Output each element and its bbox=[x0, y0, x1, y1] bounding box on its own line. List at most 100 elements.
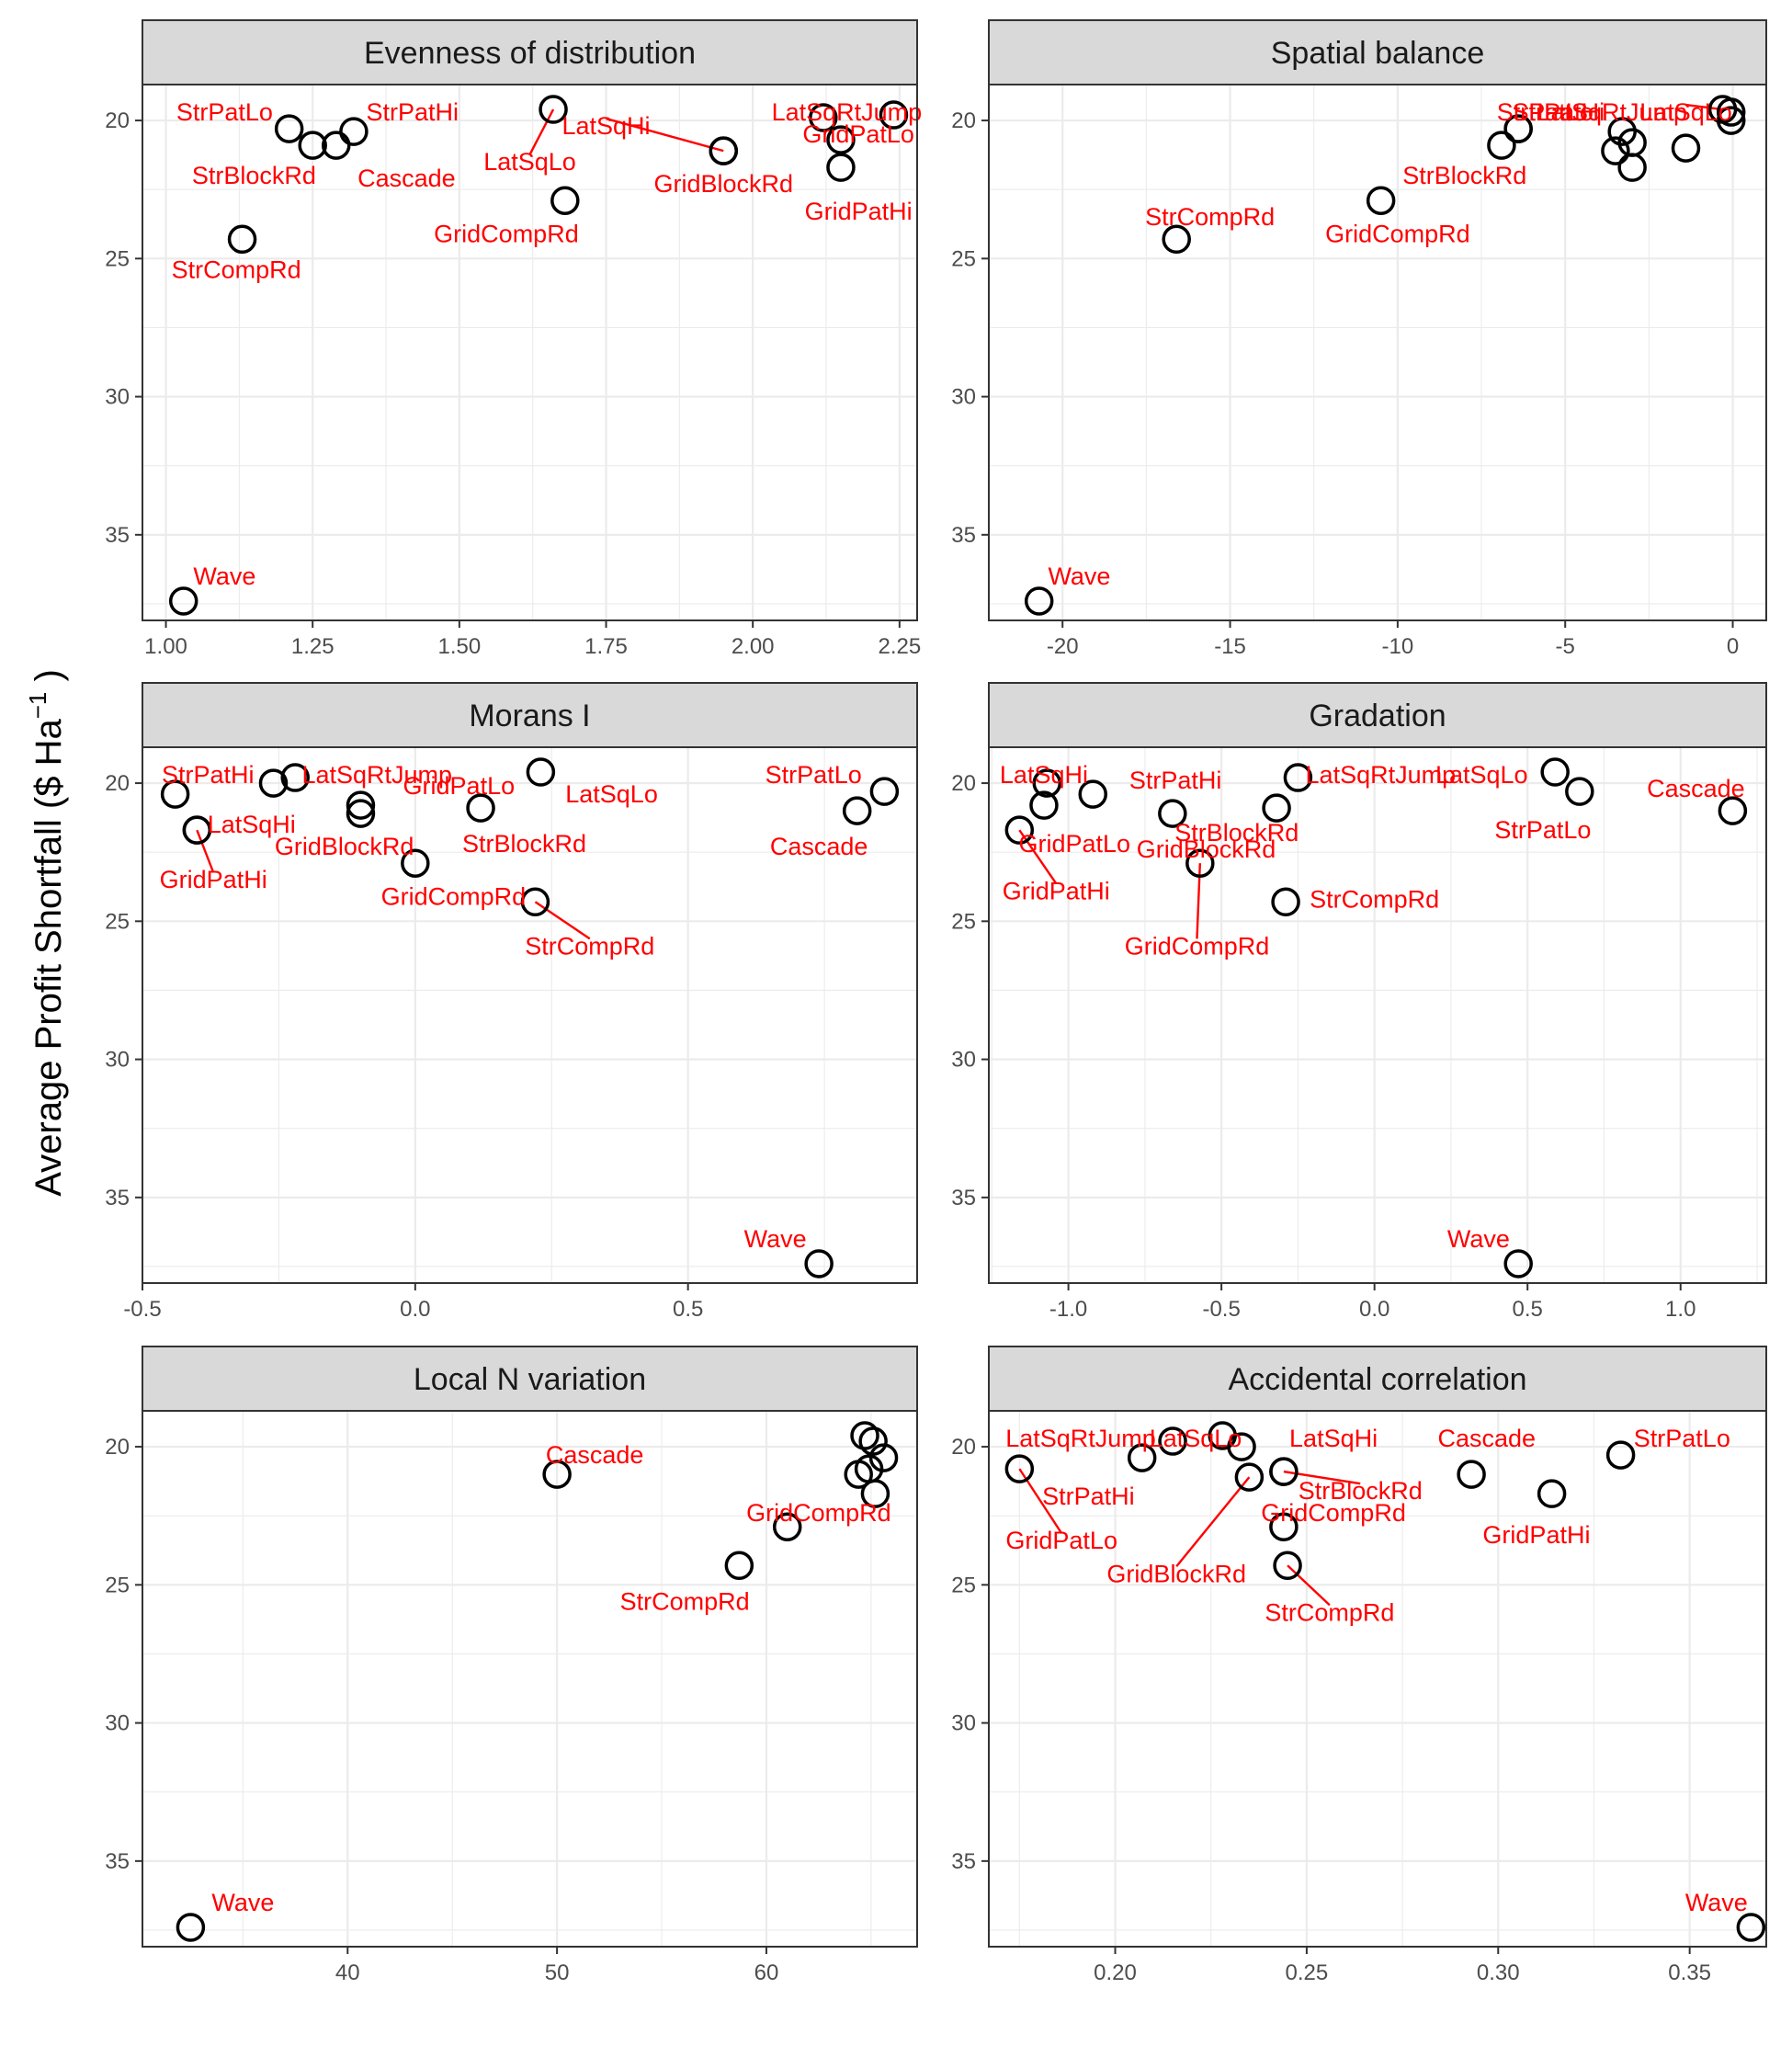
y-tick-label: 20 bbox=[951, 771, 976, 796]
y-tick-label: 35 bbox=[951, 1849, 976, 1874]
panel-strip bbox=[988, 682, 1767, 748]
point-label-cascade: Cascade bbox=[1647, 775, 1745, 802]
panel-title: Spatial balance bbox=[1271, 36, 1485, 71]
label-leader-gridpathi bbox=[1018, 829, 1058, 884]
plot-area bbox=[142, 85, 917, 620]
data-point-gridcomprd bbox=[401, 848, 430, 878]
data-point-extra bbox=[1716, 97, 1746, 127]
point-label-gridcomprd: GridCompRd bbox=[1261, 1499, 1406, 1527]
point-label-strcomprd: StrCompRd bbox=[620, 1587, 750, 1615]
panel-title: Evenness of distribution bbox=[364, 36, 696, 71]
data-point-p1 bbox=[850, 1421, 879, 1450]
y-tick-label: 30 bbox=[105, 1048, 130, 1073]
data-point-cascade bbox=[1718, 796, 1748, 825]
data-point-gridblockrd bbox=[1158, 799, 1187, 828]
panel-spatial-balance: Spatial balance -20 -15 -10 -5 0 20 25 30 35 StrPa… bbox=[951, 19, 1767, 659]
panel-title: Local N variation bbox=[414, 1362, 646, 1397]
point-label-latsqrtjump: LatSqRtJump bbox=[1537, 98, 1687, 126]
data-point-latsqrtjump bbox=[1283, 763, 1313, 792]
x-tick-label: -0.5 bbox=[1202, 1297, 1240, 1322]
data-point-wave bbox=[176, 1913, 206, 1942]
point-label-gridblockrd: GridBlockRd bbox=[275, 833, 414, 860]
point-label-strcomprd: StrCompRd bbox=[172, 256, 301, 283]
y-tick-label: 20 bbox=[105, 108, 130, 133]
data-point-strcomprd bbox=[1162, 224, 1191, 255]
point-label-gridpathi: GridPatHi bbox=[805, 198, 913, 225]
y-tick-label: 30 bbox=[951, 385, 976, 410]
panel-border bbox=[988, 1410, 1767, 1948]
data-point-strpathi bbox=[1078, 779, 1107, 809]
x-tick-label: 0.5 bbox=[673, 1297, 703, 1322]
data-point-wave bbox=[804, 1249, 834, 1278]
point-label-latsqlo: LatSqLo bbox=[1639, 98, 1732, 126]
data-point-p-mid bbox=[1227, 1432, 1256, 1461]
panel-border bbox=[142, 84, 918, 621]
data-point-gridpatlo bbox=[1029, 790, 1059, 820]
data-point-gridcomprd bbox=[1269, 1512, 1299, 1541]
data-point-gridpathi bbox=[1537, 1479, 1567, 1508]
point-label-strblockrd: StrBlockRd bbox=[1174, 819, 1299, 847]
x-tick-label: 60 bbox=[754, 1960, 779, 1985]
data-point-gridpatlo bbox=[826, 125, 856, 154]
point-label-strpathi: StrPatHi bbox=[367, 98, 459, 126]
point-label-latsqlo: LatSqLo bbox=[483, 148, 576, 176]
data-point-strblockrd bbox=[1503, 114, 1533, 143]
data-point-strpatlo bbox=[1565, 777, 1594, 806]
point-label-gridpatlo: GridPatLo bbox=[802, 120, 914, 148]
point-label-gridpathi: GridPatHi bbox=[160, 866, 267, 893]
point-label-gridpathi: GridPatHi bbox=[1003, 877, 1110, 904]
point-label-latsqhi: LatSqHi bbox=[208, 811, 296, 838]
y-tick-label: 30 bbox=[105, 385, 130, 410]
data-point-cascade bbox=[842, 796, 872, 825]
data-point-strpatlo bbox=[274, 114, 304, 143]
y-tick-label: 20 bbox=[951, 108, 976, 133]
panel-evenness-of-distribution: Evenness of distribution 1.00 1.25 1.50 1.75… bbox=[105, 19, 922, 659]
data-point-p3 bbox=[868, 1443, 899, 1472]
point-label-wave: Wave bbox=[211, 1889, 274, 1916]
data-point-gridpathi bbox=[182, 815, 212, 845]
x-tick-label: 1.00 bbox=[144, 634, 187, 659]
x-tick-label: 50 bbox=[545, 1960, 570, 1985]
point-label-gridcomprd: GridCompRd bbox=[746, 1499, 891, 1527]
point-label-strcomprd: StrCompRd bbox=[525, 932, 654, 960]
y-tick-label: 30 bbox=[105, 1711, 130, 1736]
y-tick-label: 30 bbox=[951, 1711, 976, 1736]
point-label-cascade: Cascade bbox=[1437, 1425, 1536, 1452]
x-tick-label: -0.5 bbox=[123, 1297, 161, 1322]
point-label-wave: Wave bbox=[744, 1225, 807, 1253]
data-point-strpathi bbox=[160, 779, 190, 809]
data-point-p6 bbox=[860, 1479, 890, 1508]
x-tick-label: 40 bbox=[335, 1960, 360, 1985]
data-point-p2 bbox=[858, 1426, 888, 1456]
panel-strip bbox=[988, 19, 1767, 85]
plot-area bbox=[989, 85, 1766, 620]
x-tick-label: 1.25 bbox=[291, 634, 335, 659]
x-tick-label: 0.0 bbox=[400, 1297, 430, 1322]
point-label-strblockrd: StrBlockRd bbox=[462, 830, 586, 858]
panel-border bbox=[988, 746, 1767, 1284]
y-tick-label: 25 bbox=[105, 246, 130, 271]
x-tick-label: 0 bbox=[1727, 634, 1739, 659]
panel-accidental-correlation: Accidental correlation 0.20 0.25 0.30 0.35 20… bbox=[951, 1346, 1767, 1985]
point-label-strpatlo: StrPatLo bbox=[1634, 1425, 1730, 1452]
data-point-gridpatlo bbox=[1004, 1454, 1035, 1483]
panel-morans-i: Morans I -0.5 0.0 0.5 20 25 30 35 StrPatHi LatSqR… bbox=[105, 682, 918, 1322]
x-tick-label: 1.0 bbox=[1665, 1297, 1696, 1322]
data-point-strcomprd bbox=[1273, 1551, 1302, 1581]
label-leader-gridblockrd bbox=[1175, 1476, 1251, 1568]
plot-area bbox=[142, 1411, 917, 1947]
y-tick-label: 25 bbox=[951, 246, 976, 271]
point-label-gridpathi: GridPatHi bbox=[1482, 1521, 1590, 1549]
panel-title: Gradation bbox=[1309, 699, 1446, 733]
panel-border bbox=[142, 1410, 918, 1948]
data-point-gridpatlo bbox=[346, 790, 376, 820]
plot-area bbox=[989, 1411, 1766, 1947]
panel-strip bbox=[142, 682, 918, 748]
point-label-strblockrd: StrBlockRd bbox=[1402, 162, 1526, 189]
point-label-strpathi: StrPatHi bbox=[1042, 1483, 1135, 1510]
point-label-gridblockrd: GridBlockRd bbox=[653, 170, 793, 198]
point-label-cascade: Cascade bbox=[357, 165, 456, 192]
data-point-gridpathi bbox=[1617, 153, 1647, 182]
data-point-strblockrd bbox=[1269, 1457, 1299, 1486]
data-point-latsqrtjump bbox=[1158, 1426, 1187, 1456]
